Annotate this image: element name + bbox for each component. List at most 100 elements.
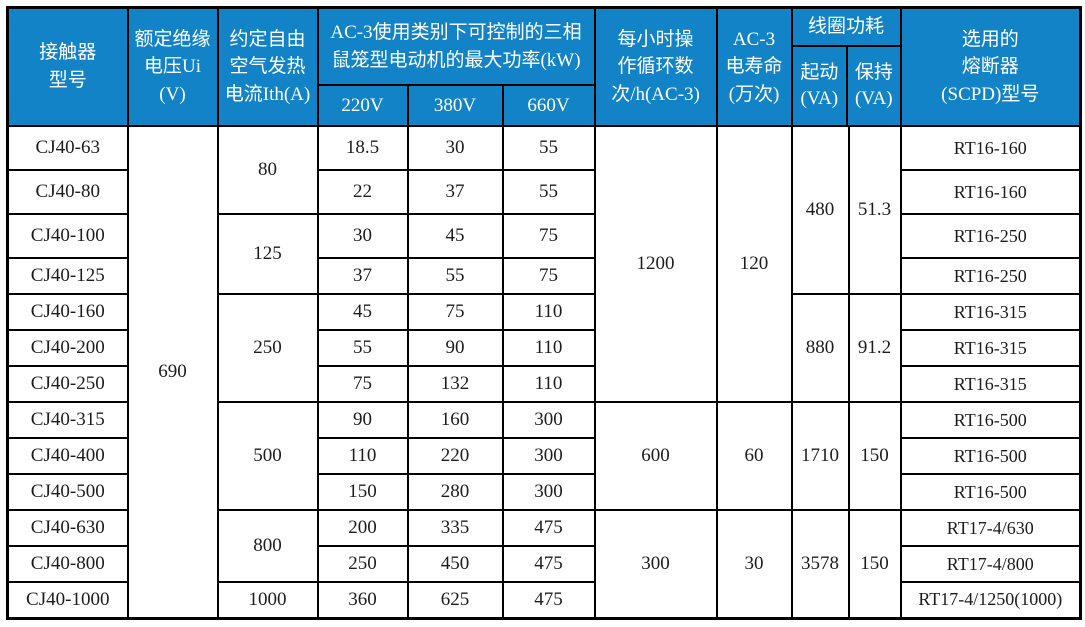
cell-power-660: 300 — [501, 437, 596, 475]
table-row: CJ40-500 150 280 300 RT16-500 — [6, 473, 1082, 511]
header-660v: 660V — [501, 84, 596, 127]
cell-power-380: 280 — [406, 473, 504, 511]
cell-model: CJ40-315 — [6, 401, 129, 439]
table-row: CJ40-250 75 132 110 RT16-315 — [6, 365, 1082, 403]
header-220v: 220V — [316, 84, 409, 127]
header-electrical-life: AC-3 电寿命 (万次) — [715, 6, 793, 127]
header-cycles-per-hour: 每小时操 作循环数 次/h(AC-3) — [593, 6, 718, 127]
cell-fuse: RT17-4/630 — [899, 509, 1082, 547]
cell-fuse: RT17-4/800 — [899, 545, 1082, 583]
cell-model: CJ40-200 — [6, 329, 129, 367]
cell-power-220: 200 — [316, 509, 409, 547]
header-380v: 380V — [406, 84, 504, 127]
cell-power-220: 110 — [316, 437, 409, 475]
cell-life: 30 — [715, 509, 793, 619]
cell-model: CJ40-500 — [6, 473, 129, 511]
cell-power-660: 55 — [501, 169, 596, 215]
cell-power-220: 18.5 — [316, 125, 409, 171]
cell-fuse: RT16-315 — [899, 365, 1082, 403]
cell-power-380: 45 — [406, 213, 504, 259]
cell-fuse: RT17-4/1250(1000) — [899, 581, 1082, 619]
coil-header-layout: 线圈功耗 起动 (VA) 保持 (VA) — [793, 9, 899, 125]
cell-power-220: 90 — [316, 401, 409, 439]
table-row: CJ40-63 690 80 18.5 30 55 1200 120 480 5… — [6, 125, 1082, 619]
table-row: CJ40-315 500 90 160 300 600 60 1710 150 … — [6, 401, 1082, 511]
cell-power-380: 132 — [406, 365, 504, 403]
table-row: CJ40-630 800 200 335 475 300 30 3578 150… — [6, 509, 1082, 619]
cell-power-380: 30 — [406, 125, 504, 171]
cell-power-660: 475 — [501, 509, 596, 547]
cell-power-220: 55 — [316, 329, 409, 367]
table-row: CJ40-800 250 450 475 RT17-4/800 — [6, 545, 1082, 583]
cell-model: CJ40-1000 — [6, 581, 129, 619]
cell-thermal-current: 800 — [216, 509, 319, 583]
table-row: CJ40-200 55 90 110 RT16-315 — [6, 329, 1082, 367]
cell-power-380: 75 — [406, 293, 504, 331]
cell-power-380: 625 — [406, 581, 504, 619]
cell-cycles: 600 — [593, 401, 718, 511]
cell-fuse: RT16-160 — [899, 169, 1082, 215]
cell-power-660: 55 — [501, 125, 596, 171]
cell-power-660: 300 — [501, 473, 596, 511]
cell-power-380: 160 — [406, 401, 504, 439]
cell-power-660: 110 — [501, 329, 596, 367]
cell-power-220: 37 — [316, 257, 409, 295]
cell-coil-hold: 150 — [847, 509, 902, 619]
table-row: CJ40-1000 1000 360 625 475 RT17-4/1250(1… — [6, 581, 1082, 619]
coil-subheaders: 起动 (VA) 保持 (VA) — [794, 47, 899, 125]
cell-power-220: 22 — [316, 169, 409, 215]
table-row: CJ40-160 250 45 75 110 880 91.2 RT16-315 — [6, 293, 1082, 403]
table-row: CJ40-100 125 30 45 75 RT16-250 — [6, 213, 1082, 295]
header-ac3-max-power: AC-3使用类别下可控制的三相 鼠笼型电动机的最大功率(kW) — [316, 6, 596, 87]
cell-fuse: RT16-250 — [899, 213, 1082, 259]
header-thermal-current: 约定自由 空气发热 电流Ith(A) — [216, 6, 319, 127]
cell-coil-start: 1710 — [790, 401, 850, 511]
cell-power-220: 45 — [316, 293, 409, 331]
cell-cycles: 300 — [593, 509, 718, 619]
table-row: CJ40-125 37 55 75 RT16-250 — [6, 257, 1082, 295]
cell-power-380: 335 — [406, 509, 504, 547]
cell-thermal-current: 500 — [216, 401, 319, 511]
cell-coil-hold: 91.2 — [847, 293, 902, 403]
cell-power-220: 360 — [316, 581, 409, 619]
cell-power-660: 75 — [501, 213, 596, 259]
cell-power-660: 110 — [501, 365, 596, 403]
cell-power-220: 75 — [316, 365, 409, 403]
header-coil-start: 起动 (VA) — [794, 47, 849, 125]
cell-fuse: RT16-500 — [899, 437, 1082, 475]
cell-power-380: 37 — [406, 169, 504, 215]
cell-power-220: 30 — [316, 213, 409, 259]
cell-coil-start: 3578 — [790, 509, 850, 619]
cell-model: CJ40-100 — [6, 213, 129, 259]
cell-life: 60 — [715, 401, 793, 511]
cell-model: CJ40-800 — [6, 545, 129, 583]
cell-fuse: RT16-250 — [899, 257, 1082, 295]
cell-power-660: 75 — [501, 257, 596, 295]
header-model: 接触器 型号 — [6, 6, 129, 127]
cell-thermal-current: 1000 — [216, 581, 319, 619]
cell-fuse: RT16-315 — [899, 329, 1082, 367]
cell-power-660: 475 — [501, 581, 596, 619]
cell-coil-start: 480 — [790, 125, 850, 295]
table-row: CJ40-80 22 37 55 RT16-160 — [6, 169, 1082, 215]
cell-power-380: 450 — [406, 545, 504, 583]
header-coil-power-group: 线圈功耗 起动 (VA) 保持 (VA) — [790, 6, 902, 127]
cell-fuse: RT16-315 — [899, 293, 1082, 331]
cell-model: CJ40-630 — [6, 509, 129, 547]
cell-power-660: 300 — [501, 401, 596, 439]
cell-power-660: 475 — [501, 545, 596, 583]
cell-model: CJ40-80 — [6, 169, 129, 215]
cell-fuse: RT16-500 — [899, 401, 1082, 439]
cell-power-220: 250 — [316, 545, 409, 583]
cell-coil-start: 880 — [790, 293, 850, 403]
header-rated-voltage: 额定绝缘 电压Ui (V) — [126, 6, 219, 127]
cell-thermal-current: 80 — [216, 125, 319, 215]
cell-model: CJ40-160 — [6, 293, 129, 331]
cell-fuse: RT16-160 — [899, 125, 1082, 171]
cell-power-380: 55 — [406, 257, 504, 295]
cell-fuse: RT16-500 — [899, 473, 1082, 511]
cell-thermal-current: 125 — [216, 213, 319, 295]
cell-model: CJ40-125 — [6, 257, 129, 295]
cell-life: 120 — [715, 125, 793, 403]
cell-thermal-current: 250 — [216, 293, 319, 403]
